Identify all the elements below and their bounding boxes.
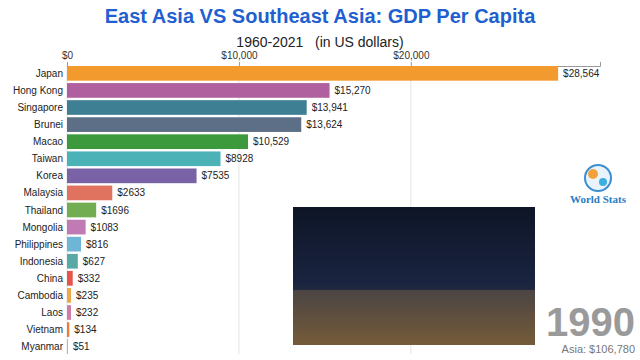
year-label: 1990 — [546, 300, 635, 344]
category-label: Thailand — [25, 205, 63, 216]
bar — [67, 203, 96, 218]
tick-label: $20,000 — [393, 50, 430, 61]
category-label: Mongolia — [22, 222, 63, 233]
tick: $0 — [62, 50, 74, 66]
category-label: Brunei — [34, 119, 63, 130]
category-label: China — [37, 273, 64, 284]
tick: $10,000 — [221, 50, 258, 66]
data-label: $816 — [86, 239, 109, 250]
logo-dot — [599, 178, 607, 186]
category-label: Singapore — [17, 102, 63, 113]
logo-globe — [585, 165, 611, 191]
data-label: $232 — [76, 307, 99, 318]
category-label: Indonesia — [20, 256, 64, 267]
logo-dot — [588, 169, 598, 179]
category-label: Malaysia — [24, 187, 64, 198]
photo-glow — [293, 290, 535, 345]
tick-label: $0 — [62, 50, 74, 61]
bar — [67, 66, 558, 81]
category-label: Korea — [36, 170, 63, 181]
total-label: Asia: $106,780 — [562, 343, 635, 355]
subtitle: 1960-2021 (in US dollars) — [236, 34, 403, 50]
bar — [67, 254, 78, 269]
data-label: $8928 — [226, 153, 254, 164]
data-label: $134 — [74, 324, 97, 335]
data-label: $1083 — [91, 222, 119, 233]
category-label: Vietnam — [26, 324, 63, 335]
category-label: Macao — [33, 136, 63, 147]
bar — [67, 186, 112, 201]
data-label: $1696 — [101, 205, 129, 216]
data-label: $51 — [73, 341, 90, 352]
x-axis: $0 $10,000 $20,000 — [62, 50, 601, 67]
data-label: $235 — [76, 290, 99, 301]
bar — [67, 220, 86, 235]
tick-mark — [239, 62, 240, 66]
tick: $20,000 — [393, 50, 430, 66]
tick-mark — [411, 62, 412, 66]
logo: World Stats — [570, 165, 627, 205]
data-label: $10,529 — [253, 136, 290, 147]
data-label: $2633 — [117, 187, 145, 198]
data-label: $15,270 — [335, 85, 372, 96]
bar — [67, 117, 301, 132]
bar — [67, 168, 197, 183]
logo-text: World Stats — [570, 193, 627, 205]
bar — [67, 288, 71, 303]
bar — [67, 339, 68, 354]
bar — [67, 237, 81, 252]
bar — [67, 151, 221, 166]
data-labels: $28,564 $15,270 $13,941 $13,624 $10,529 $8928… — [73, 68, 600, 352]
photo — [293, 207, 535, 345]
data-label: $332 — [78, 273, 101, 284]
category-label: Cambodia — [17, 290, 63, 301]
data-label: $28,564 — [563, 68, 600, 79]
bar — [67, 271, 73, 286]
photo-frame — [293, 207, 535, 345]
bar — [67, 322, 69, 337]
bar — [67, 100, 307, 115]
bar — [67, 305, 71, 320]
bar — [67, 134, 248, 149]
data-label: $7535 — [202, 170, 230, 181]
category-label: Philippines — [15, 239, 63, 250]
data-label: $627 — [83, 256, 106, 267]
category-labels: Japan Hong Kong Singapore Brunei Macao Taiwan… — [13, 68, 64, 352]
category-label: Japan — [36, 68, 63, 79]
category-label: Taiwan — [32, 153, 63, 164]
category-label: Laos — [41, 307, 63, 318]
chart: East Asia VS Southeast Asia: GDP Per Cap… — [0, 0, 640, 360]
category-label: Myanmar — [21, 341, 63, 352]
axis-line — [68, 62, 601, 67]
data-label: $13,941 — [312, 102, 349, 113]
tick-label: $10,000 — [221, 50, 258, 61]
data-label: $13,624 — [306, 119, 343, 130]
bars — [67, 66, 558, 354]
bar — [67, 83, 330, 98]
tick-mark — [67, 62, 68, 66]
title: East Asia VS Southeast Asia: GDP Per Cap… — [105, 5, 536, 27]
category-label: Hong Kong — [13, 85, 63, 96]
